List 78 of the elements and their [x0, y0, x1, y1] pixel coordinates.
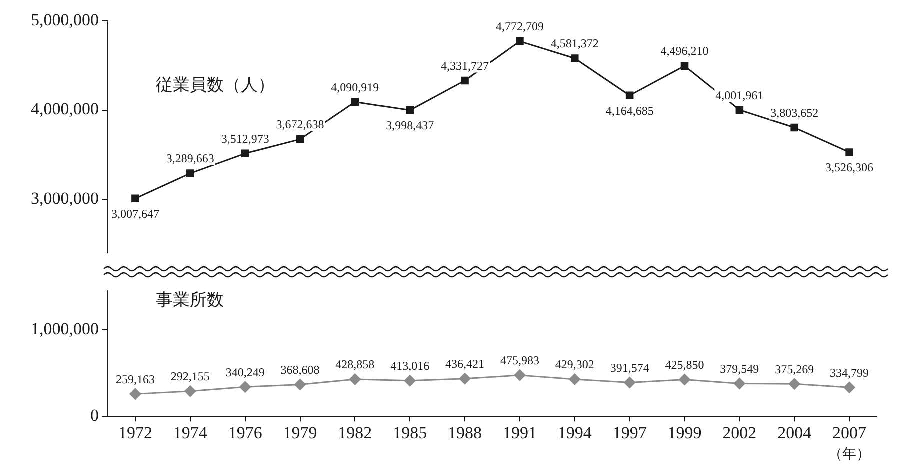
x-tick-label: 1976	[228, 423, 262, 442]
point	[184, 385, 196, 398]
point	[736, 106, 744, 114]
x-tick-label: 1999	[668, 423, 702, 442]
point	[129, 388, 142, 400]
x-tick-label: 1988	[448, 423, 482, 442]
x-tick-label: 1991	[502, 423, 537, 442]
data-label: 413,016	[390, 359, 430, 374]
point	[406, 106, 414, 114]
point	[239, 381, 252, 394]
point	[516, 38, 524, 46]
data-label: 436,421	[446, 357, 485, 372]
data-label: 4,001,961	[716, 88, 764, 102]
x-tick-label: 1979	[283, 423, 318, 442]
x-tick-label: 1974	[173, 423, 208, 442]
x-tick-label: 2004	[778, 423, 812, 442]
y-tick-label: 5,000,000	[31, 10, 99, 30]
data-label: 368,608	[280, 362, 320, 377]
point	[790, 124, 798, 132]
x-axis-title: （年）	[828, 446, 871, 463]
data-label: 428,858	[336, 358, 375, 372]
x-tick-label: 1972	[118, 423, 152, 442]
point	[296, 136, 304, 144]
point	[294, 378, 306, 391]
data-label: 379,549	[720, 362, 760, 376]
point	[568, 373, 581, 386]
data-label: 4,164,685	[606, 104, 654, 118]
y-tick-label: 4,000,000	[31, 100, 99, 119]
point	[734, 378, 746, 390]
point	[788, 378, 801, 390]
x-tick-label: 2002	[722, 423, 757, 442]
x-tick-label: 1997	[612, 423, 648, 442]
x-tick-label: 1985	[393, 423, 428, 442]
data-label: 3,526,306	[826, 160, 874, 175]
data-label: 292,155	[170, 369, 210, 384]
point	[132, 194, 140, 203]
data-label: 3,672,638	[276, 118, 324, 132]
data-label: 475,983	[500, 354, 540, 368]
point	[626, 92, 634, 100]
data-label: 340,249	[226, 365, 265, 380]
point	[624, 376, 636, 389]
data-label: 259,163	[116, 372, 155, 386]
data-label: 3,289,663	[166, 152, 214, 166]
data-label: 425,850	[665, 358, 704, 372]
data-label: 4,331,727	[441, 58, 490, 73]
point	[241, 150, 250, 158]
data-label: 4,581,372	[550, 36, 599, 51]
data-label: 391,574	[610, 360, 650, 375]
point	[846, 148, 854, 156]
data-label: 334,799	[830, 366, 870, 380]
x-tick-label: 1982	[338, 423, 372, 442]
y-tick-label: 1,000,000	[31, 320, 99, 339]
point	[351, 98, 360, 106]
data-label: 429,302	[555, 358, 594, 372]
point	[404, 374, 416, 387]
data-label: 4,496,210	[660, 44, 709, 58]
point	[349, 374, 362, 386]
x-tick-label: 1994	[558, 423, 592, 442]
point	[514, 369, 526, 382]
text: 従業員数（人）	[156, 76, 275, 95]
point	[461, 76, 469, 85]
point	[186, 170, 194, 178]
point	[680, 62, 689, 70]
data-label: 4,772,709	[496, 20, 544, 34]
point	[459, 372, 472, 385]
data-label: 3,007,647	[111, 206, 160, 221]
y-tick-label: 0	[90, 406, 99, 426]
point	[678, 374, 691, 386]
x-tick-label: 2007	[832, 423, 868, 442]
point	[844, 382, 856, 394]
text: 事業所数	[156, 290, 224, 310]
data-label: 3,803,652	[770, 106, 819, 120]
y-tick-label: 3,000,000	[31, 188, 99, 208]
data-label: 3,998,437	[386, 118, 434, 133]
data-label: 3,512,973	[221, 132, 270, 146]
point	[571, 54, 579, 62]
data-label: 375,269	[775, 362, 814, 376]
data-label: 4,090,919	[331, 80, 380, 94]
